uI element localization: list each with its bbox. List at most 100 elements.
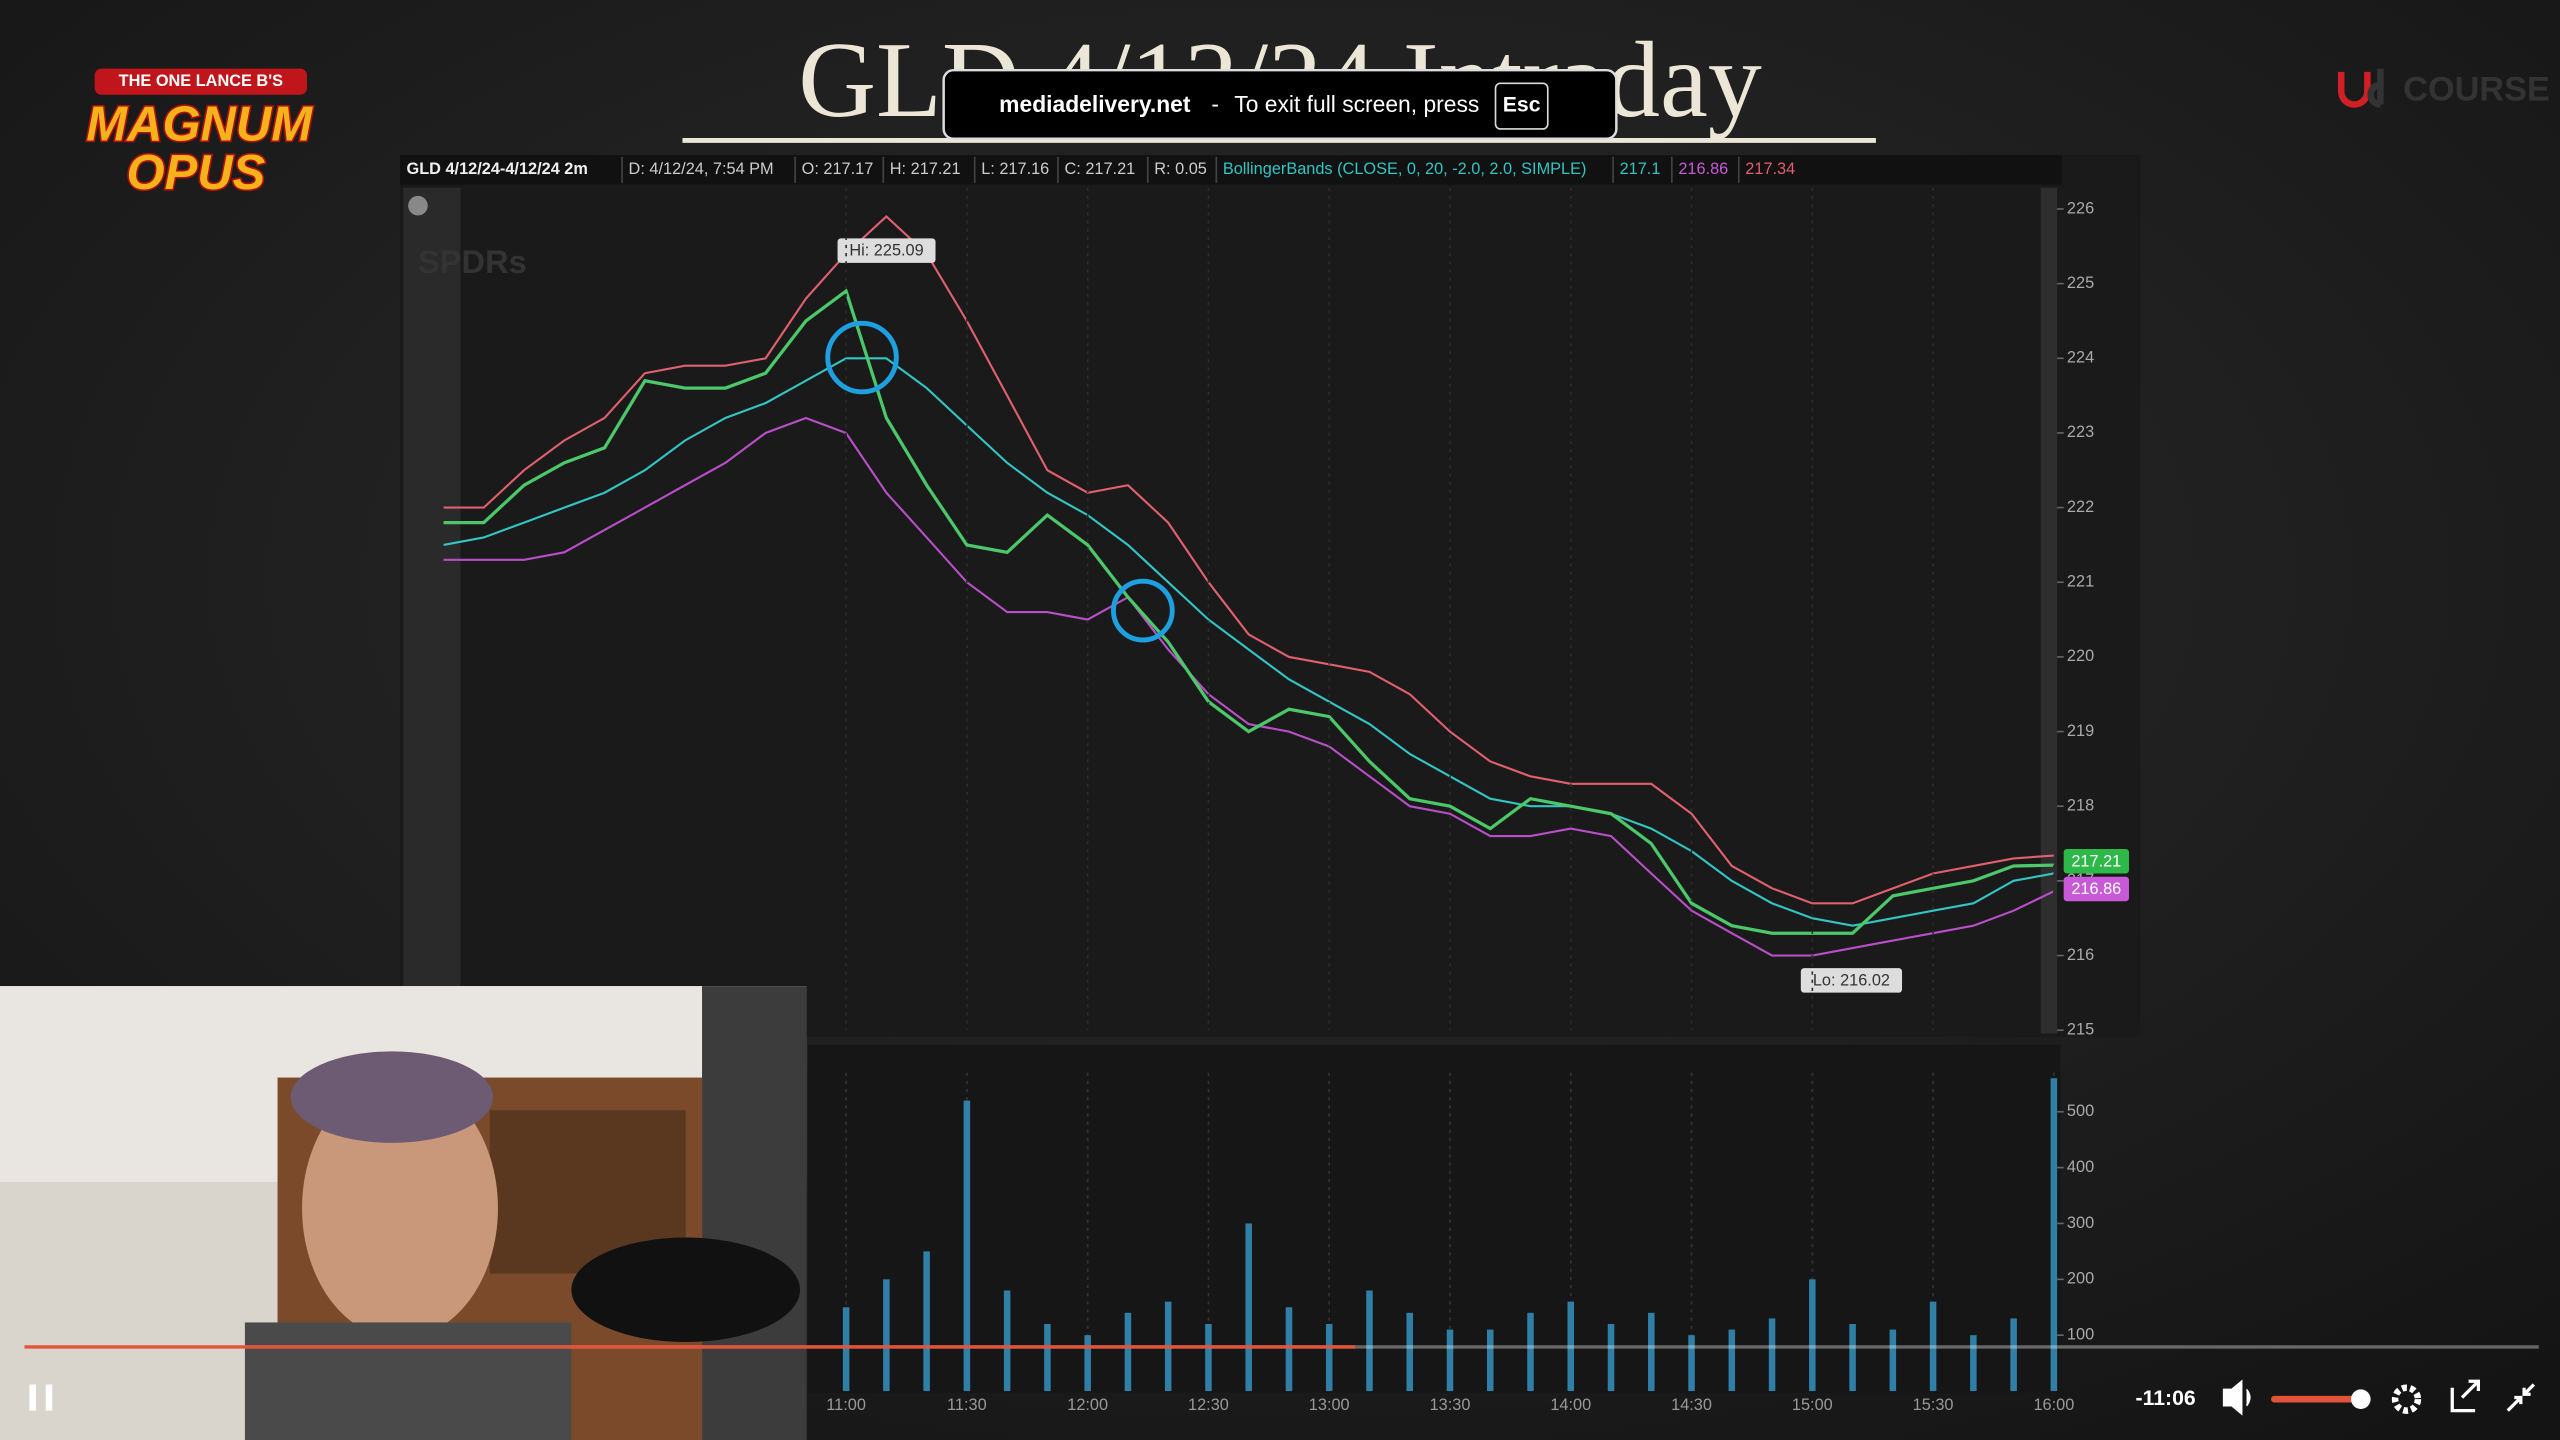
premarket-shade xyxy=(403,187,461,1034)
x-tick-label: 16:00 xyxy=(2033,1396,2074,1414)
highlight-circle xyxy=(1111,578,1175,643)
y-tick-label: 226 xyxy=(2067,199,2094,217)
annotation: Lo: 216.02 xyxy=(1813,972,1890,990)
volume-bar xyxy=(842,1307,850,1392)
volume-bar xyxy=(2010,1318,2017,1392)
x-tick-label: 14:00 xyxy=(1550,1396,1591,1414)
y-tick-label: 216 xyxy=(2067,946,2094,964)
y-tick-label: 220 xyxy=(2067,647,2094,665)
series-line xyxy=(443,416,2055,957)
webcam-person xyxy=(302,1077,498,1339)
price-axis-gap xyxy=(2040,187,2058,1034)
volume-bar xyxy=(1406,1312,1414,1392)
brand: COURSE xyxy=(2337,68,2550,108)
popout-button[interactable] xyxy=(2450,1379,2480,1413)
pause-button[interactable] xyxy=(29,1384,53,1411)
y-tick-label: 223 xyxy=(2067,423,2094,441)
annotation: 217.21 xyxy=(2071,852,2121,870)
volume-bar xyxy=(1527,1312,1534,1392)
volume-bar xyxy=(1084,1335,1091,1392)
volume-bar xyxy=(1768,1318,1776,1392)
series-line xyxy=(443,288,2054,935)
y-tick-label: 221 xyxy=(2067,573,2094,591)
volume-bar xyxy=(1446,1329,1454,1392)
x-tick-label: 15:00 xyxy=(1792,1396,1833,1414)
series-line xyxy=(443,357,2055,927)
brand-name: COURSE xyxy=(2403,70,2550,108)
chart-header-item: GLD 4/12/24-4/12/24 2m xyxy=(407,160,588,178)
volume-bar xyxy=(923,1251,930,1392)
y-tick-label: 400 xyxy=(2067,1158,2094,1176)
x-tick-label: 13:00 xyxy=(1309,1396,1350,1414)
volume-bar xyxy=(1124,1312,1132,1392)
brand-icon xyxy=(2337,71,2371,108)
volume-bar xyxy=(1970,1335,1977,1392)
fullscreen-notice: mediadelivery.net - To exit full screen,… xyxy=(942,68,1618,140)
key-box xyxy=(1494,82,1549,130)
volume-knob[interactable] xyxy=(2351,1389,2371,1409)
mute-button[interactable] xyxy=(2222,1379,2251,1416)
notice-site: mediadelivery.net xyxy=(999,91,1191,117)
logo-top: THE ONE LANCE B'S xyxy=(119,72,283,90)
x-tick-label: 11:30 xyxy=(947,1396,987,1414)
volume-bar xyxy=(1688,1335,1695,1392)
volume-bar xyxy=(1929,1301,1937,1392)
chart-header-item: 217.34 xyxy=(1745,160,1795,178)
y-tick-label: 219 xyxy=(2067,722,2094,740)
volume-bar xyxy=(1607,1323,1615,1392)
y-tick-label: 215 xyxy=(2067,1021,2094,1039)
settings-button[interactable] xyxy=(2391,1384,2422,1414)
notice-key: Esc xyxy=(1503,94,1541,117)
volume-bar xyxy=(1889,1329,1897,1392)
volume-bar xyxy=(1205,1323,1212,1392)
webcam-window xyxy=(702,986,807,1440)
y-tick-label: 300 xyxy=(2067,1214,2094,1232)
y-tick-label: 225 xyxy=(2067,274,2094,292)
chart-header-item: 216.86 xyxy=(1678,160,1728,178)
logo-banner xyxy=(94,68,307,95)
volume-bar xyxy=(1728,1329,1736,1392)
chart-header-item: 217.1 xyxy=(1620,160,1661,178)
chart-header-item: L: 217.16 xyxy=(981,160,1049,178)
webcam-shirt xyxy=(244,1322,572,1440)
volume-bar xyxy=(1003,1290,1011,1392)
volume-panel xyxy=(808,1044,2061,1393)
chart-header-item: D: 4/12/24, 7:54 PM xyxy=(629,160,774,178)
highlight-circle xyxy=(825,320,899,395)
series-line xyxy=(443,215,2054,905)
y-tick-label: 222 xyxy=(2067,498,2094,516)
chart-header-item: BollingerBands (CLOSE, 0, 20, -2.0, 2.0,… xyxy=(1223,160,1587,178)
exit-fullscreen-button[interactable] xyxy=(2506,1383,2536,1412)
logo: THE ONE LANCE B'S MAGNUM OPUS xyxy=(85,68,315,202)
volume-bar xyxy=(883,1279,890,1392)
price-panel xyxy=(400,155,2141,1037)
watermark: SPDRs xyxy=(418,243,527,280)
x-tick-label: 12:30 xyxy=(1188,1396,1229,1414)
logo-line2: OPUS xyxy=(127,146,266,200)
notice-box xyxy=(942,68,1618,140)
notice-separator: - xyxy=(1211,91,1219,117)
chart-header-item: O: 217.17 xyxy=(802,160,874,178)
annotation-box xyxy=(837,238,936,263)
y-tick-label: 500 xyxy=(2067,1102,2094,1120)
y-tick-label: 224 xyxy=(2067,349,2094,367)
x-tick-label: 15:30 xyxy=(1913,1396,1954,1414)
x-tick-label: 11:00 xyxy=(826,1396,866,1414)
annotation: 216.86 xyxy=(2071,880,2121,898)
volume-bar xyxy=(1849,1323,1856,1392)
volume-bar xyxy=(1486,1329,1494,1392)
x-tick-label: 13:30 xyxy=(1430,1396,1471,1414)
chart-layer: GLD 4/12/24-4/12/24 2m D: 4/12/24, 7:54 P… xyxy=(407,156,2129,1414)
x-tick-label: 14:30 xyxy=(1671,1396,1712,1414)
logo-line1: MAGNUM xyxy=(86,97,313,151)
notice-message: To exit full screen, press xyxy=(1234,91,1479,117)
chart-header-bar xyxy=(400,155,2063,185)
annotation-box xyxy=(2063,848,2129,874)
time-remaining: -11:06 xyxy=(2136,1387,2196,1410)
annotation-box xyxy=(2063,876,2129,902)
volume-bar xyxy=(963,1100,971,1392)
chart-header-item: H: 217.21 xyxy=(890,160,961,178)
y-tick-label: 218 xyxy=(2067,797,2094,815)
